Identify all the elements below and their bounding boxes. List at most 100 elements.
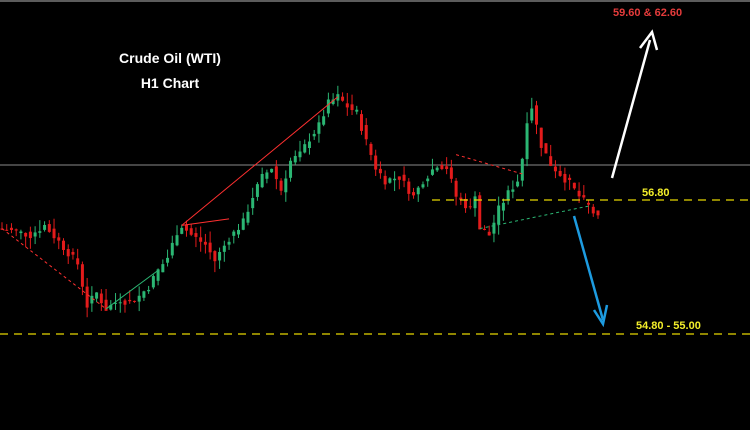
candle-body xyxy=(572,182,576,189)
downside-target-label: 54.80 - 55.00 xyxy=(636,320,701,332)
candle-body xyxy=(591,206,595,214)
candle-body xyxy=(33,232,37,237)
candle-body xyxy=(161,264,165,273)
candle-body xyxy=(520,158,524,181)
candle-body xyxy=(237,229,241,235)
candle-body xyxy=(426,178,430,182)
candle-body xyxy=(99,293,103,304)
candle-body xyxy=(194,233,198,237)
candle-body xyxy=(232,231,236,236)
candle-body xyxy=(350,104,354,111)
trendlines xyxy=(1,96,589,310)
candle-body xyxy=(80,264,84,287)
candle-body xyxy=(137,295,141,302)
candle-body xyxy=(24,232,28,237)
candle-body xyxy=(293,155,297,163)
candle-body xyxy=(184,224,188,231)
candle-body xyxy=(530,108,534,121)
candle-body xyxy=(222,245,226,252)
candle-body xyxy=(478,195,482,230)
candle-body xyxy=(544,143,548,154)
trendline xyxy=(181,218,230,226)
candle-body xyxy=(128,299,132,302)
candle-body xyxy=(303,144,307,153)
candle-body xyxy=(28,231,32,239)
candle-body xyxy=(85,286,89,308)
candle-body xyxy=(487,231,491,236)
candle-body xyxy=(501,202,505,211)
candle-body xyxy=(374,155,378,170)
candle-body xyxy=(577,190,581,197)
candle-body xyxy=(326,99,330,114)
candle-body xyxy=(76,258,80,265)
candle-series xyxy=(0,85,600,318)
candle-body xyxy=(497,205,501,225)
candle-body xyxy=(66,249,70,257)
candle-body xyxy=(492,222,496,234)
candle-body xyxy=(596,210,600,216)
candle-body xyxy=(369,143,373,155)
candle-body xyxy=(104,299,108,311)
candle-body xyxy=(251,197,255,209)
candle-body xyxy=(359,114,363,131)
candle-body xyxy=(482,228,486,230)
candle-body xyxy=(38,231,42,233)
candle-body xyxy=(270,168,274,173)
candle-body xyxy=(473,196,477,209)
candle-body xyxy=(5,229,9,231)
candle-body xyxy=(109,305,113,310)
trendline xyxy=(181,96,339,226)
candle-body xyxy=(43,224,47,230)
candle-body xyxy=(52,228,56,239)
trendline xyxy=(1,228,107,310)
trendline xyxy=(455,154,523,175)
candle-body xyxy=(364,125,368,140)
chart-title: Crude Oil (WTI) xyxy=(119,50,221,66)
candle-body xyxy=(298,151,302,158)
candle-body xyxy=(331,99,335,105)
candle-body xyxy=(156,269,160,281)
candle-body xyxy=(289,160,293,178)
candle-body xyxy=(170,242,174,256)
candle-body xyxy=(568,177,572,180)
candle-body xyxy=(582,195,586,198)
candle-body xyxy=(199,237,203,242)
candle-body xyxy=(416,187,420,195)
candle-body xyxy=(175,235,179,246)
candle-body xyxy=(180,227,184,234)
candle-body xyxy=(525,123,529,160)
candle-body xyxy=(402,174,406,181)
candle-body xyxy=(57,237,61,241)
candle-body xyxy=(378,168,382,174)
candle-body xyxy=(9,227,13,230)
candle-body xyxy=(511,189,515,192)
candle-body xyxy=(440,165,444,170)
chart-subtitle: H1 Chart xyxy=(140,75,200,91)
candle-body xyxy=(284,178,288,193)
candle-body xyxy=(274,166,278,180)
candle-body xyxy=(132,300,136,302)
candle-body xyxy=(255,184,259,197)
candle-body xyxy=(246,211,250,223)
candle-body xyxy=(506,190,510,201)
candle-body xyxy=(393,178,397,181)
upside-target-label: 59.60 & 62.60 xyxy=(613,7,683,19)
candle-body xyxy=(189,228,193,235)
candle-body xyxy=(464,198,468,209)
candle-body xyxy=(430,169,434,175)
candle-body xyxy=(166,257,170,263)
candle-body xyxy=(553,166,557,172)
candle-body xyxy=(147,289,151,292)
candle-body xyxy=(516,181,520,187)
candle-body xyxy=(279,180,283,191)
candle-body xyxy=(587,202,591,205)
candle-body xyxy=(459,197,463,200)
candle-body xyxy=(61,240,65,250)
candle-body xyxy=(90,295,94,304)
candle-body xyxy=(114,302,118,304)
candle-body xyxy=(397,176,401,180)
candle-body xyxy=(307,141,311,149)
candle-body xyxy=(151,276,155,288)
candle-body xyxy=(213,251,217,262)
